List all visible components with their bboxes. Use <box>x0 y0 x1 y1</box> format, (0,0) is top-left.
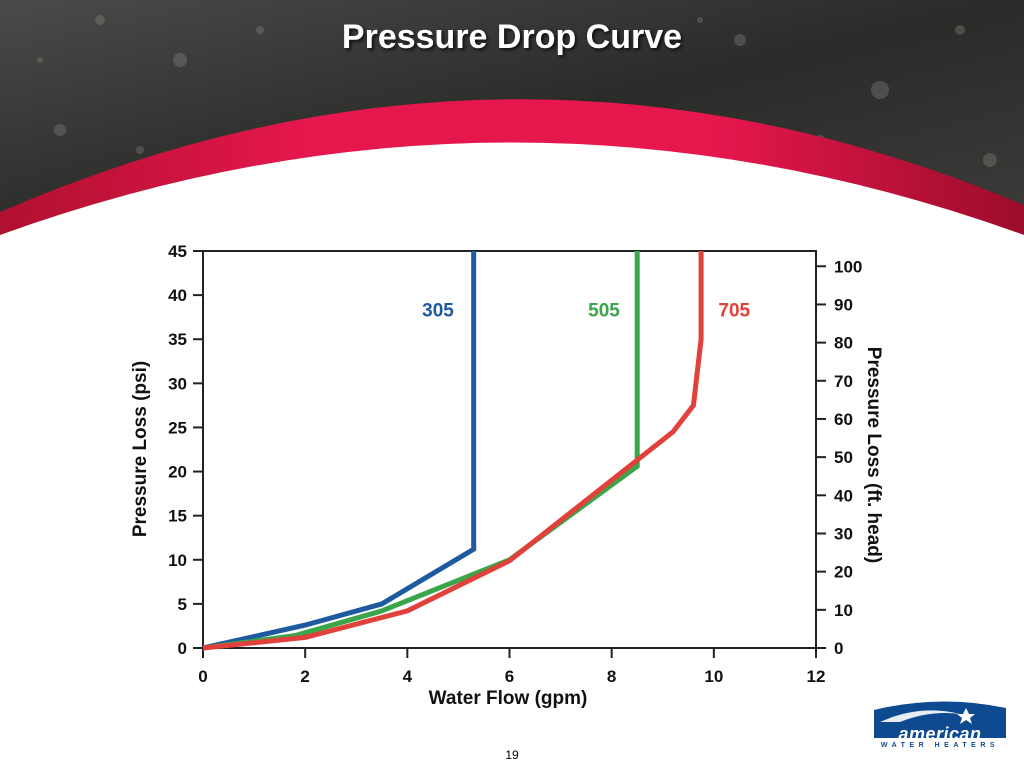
y-tick-label: 30 <box>168 374 187 393</box>
x-tick-label: 0 <box>198 667 207 686</box>
x-tick-label: 8 <box>607 667 616 686</box>
logo-tagline: WATER HEATERS <box>880 742 1000 749</box>
y2-tick-label: 0 <box>834 639 843 658</box>
series-layer <box>202 251 704 651</box>
y-tick-label: 35 <box>168 330 187 349</box>
page-number: 19 <box>505 748 519 762</box>
series-line-305 <box>202 251 477 651</box>
y-tick-label: 10 <box>168 551 187 570</box>
y-tick-label: 0 <box>178 639 187 658</box>
series-line-505 <box>202 251 640 651</box>
title-banner <box>0 0 1024 240</box>
y2-tick-label: 100 <box>834 257 862 276</box>
american-logo <box>874 701 1006 738</box>
y2-tick-label: 50 <box>834 448 853 467</box>
x-tick-label: 4 <box>403 667 413 686</box>
y2-tick-label: 90 <box>834 295 853 314</box>
slide-title: Pressure Drop Curve <box>341 18 683 56</box>
y2-tick-label: 70 <box>834 372 853 391</box>
x-tick-label: 2 <box>300 667 309 686</box>
y2-tick-label: 40 <box>834 486 853 505</box>
labels-layer: 305 505 705 <box>422 300 750 321</box>
y2-tick-label: 30 <box>834 524 853 543</box>
series-label-305: 305 <box>422 300 454 321</box>
y-tick-label: 45 <box>168 242 187 261</box>
y2-tick-label: 80 <box>834 334 853 353</box>
series-label-705: 705 <box>718 300 750 321</box>
logo-brand: american <box>898 724 982 744</box>
y-tick-label: 20 <box>168 463 187 482</box>
axes: 0510152025303540450102030405060708090100… <box>168 242 862 686</box>
y2-tick-label: 10 <box>834 601 853 620</box>
x-axis-label: Water Flow (gpm) <box>429 688 588 709</box>
x-tick-label: 10 <box>704 667 723 686</box>
x-tick-label: 6 <box>505 667 514 686</box>
x-tick-label: 12 <box>807 667 826 686</box>
y2-tick-label: 20 <box>834 563 853 582</box>
y-tick-label: 40 <box>168 286 187 305</box>
series-line-705 <box>202 251 704 651</box>
y-axis-label-left: Pressure Loss (psi) <box>130 361 151 537</box>
y-tick-label: 5 <box>178 595 187 614</box>
y-axis-label-right: Pressure Loss (ft. head) <box>863 347 884 563</box>
y-tick-label: 25 <box>168 418 187 437</box>
series-label-505: 505 <box>588 300 620 321</box>
y-tick-label: 15 <box>168 507 187 526</box>
y2-tick-label: 60 <box>834 410 853 429</box>
